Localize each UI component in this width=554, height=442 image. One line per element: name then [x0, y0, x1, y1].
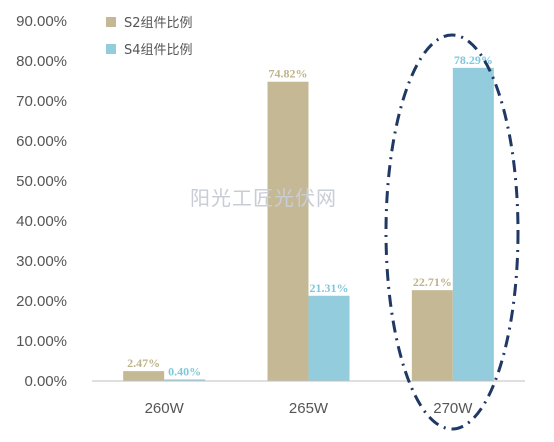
bar-s2-260W — [123, 371, 165, 381]
data-label: 21.31% — [310, 281, 349, 295]
legend-swatch-s2 — [106, 17, 116, 27]
data-label: 0.40% — [168, 364, 201, 378]
data-label: 2.47% — [127, 356, 160, 370]
x-axis: 260W 265W 270W — [145, 400, 474, 417]
data-labels: 2.47% 0.40% 74.82% 21.31% 22.71% 78.29% — [127, 53, 493, 379]
y-tick-label: 0.00% — [24, 373, 67, 390]
x-tick-label: 260W — [145, 400, 185, 417]
y-tick-label: 80.00% — [16, 53, 67, 70]
data-label: 78.29% — [454, 53, 493, 67]
y-tick-label: 30.00% — [16, 253, 67, 270]
y-tick-label: 10.00% — [16, 333, 67, 350]
y-tick-label: 70.00% — [16, 93, 67, 110]
y-tick-label: 40.00% — [16, 213, 67, 230]
legend-label-s2: S2组件比例 — [124, 16, 193, 31]
legend: S2组件比例 S4组件比例 — [106, 16, 193, 58]
bar-s2-270W — [411, 290, 453, 381]
y-tick-label: 60.00% — [16, 133, 67, 150]
data-label: 22.71% — [413, 275, 452, 289]
x-tick-label: 270W — [433, 400, 473, 417]
y-tick-label: 90.00% — [16, 13, 67, 30]
data-label: 74.82% — [269, 67, 308, 81]
bar-s4-265W — [308, 295, 350, 381]
watermark: 阳光工匠光伏网 — [190, 186, 337, 210]
highlight-ellipse — [384, 33, 520, 431]
y-axis: 0.00% 10.00% 20.00% 30.00% 40.00% 50.00% 60.00… — [16, 13, 67, 390]
bar-s4-260W — [164, 379, 206, 381]
y-tick-label: 20.00% — [16, 293, 67, 310]
y-tick-label: 50.00% — [16, 173, 67, 190]
legend-swatch-s4 — [106, 44, 116, 54]
bar-s2-265W — [267, 81, 309, 381]
bar-s4-270W — [452, 67, 494, 381]
bars — [123, 67, 494, 381]
x-tick-label: 265W — [289, 400, 329, 417]
legend-label-s4: S4组件比例 — [124, 43, 193, 58]
